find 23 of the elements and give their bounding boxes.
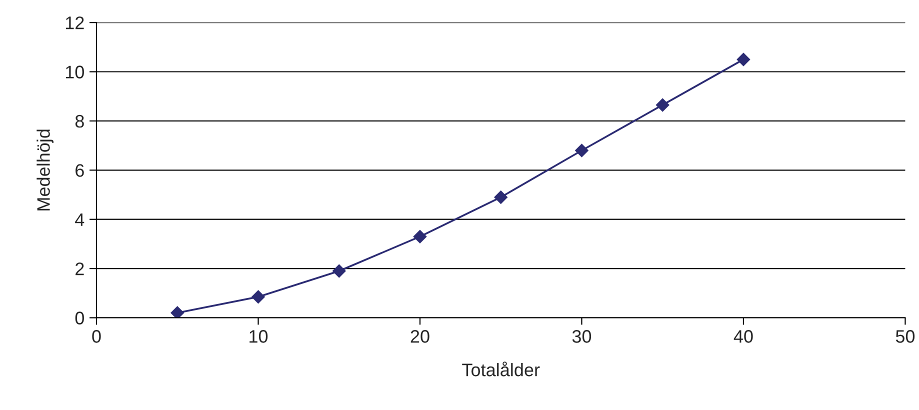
y-tick-label: 12 — [66, 16, 84, 30]
point — [413, 230, 427, 244]
point — [170, 306, 184, 318]
x-tick-label: 10 — [250, 330, 268, 343]
y-tick-label: 0 — [75, 312, 84, 324]
y-tick-label: 2 — [76, 262, 84, 276]
y-tick-label: 6 — [76, 164, 84, 177]
x-tick-label: 50 — [896, 330, 915, 343]
point — [332, 264, 346, 278]
y-tick-label: 8 — [75, 114, 84, 128]
point — [575, 144, 588, 158]
x-axis-title: Totalålder — [462, 362, 540, 376]
x-tick-label: 30 — [572, 330, 592, 343]
y-tick-label: 10 — [66, 66, 84, 78]
x-tick-label: 40 — [734, 330, 753, 343]
y-tick-label: 4 — [75, 213, 84, 226]
y-axis-title: Medelhöjd — [36, 130, 54, 210]
point — [736, 52, 750, 66]
point — [252, 290, 265, 304]
point — [656, 98, 670, 112]
point — [494, 190, 508, 204]
x-tick-label: 20 — [410, 330, 430, 343]
x-tick-label: 0 — [92, 330, 101, 343]
